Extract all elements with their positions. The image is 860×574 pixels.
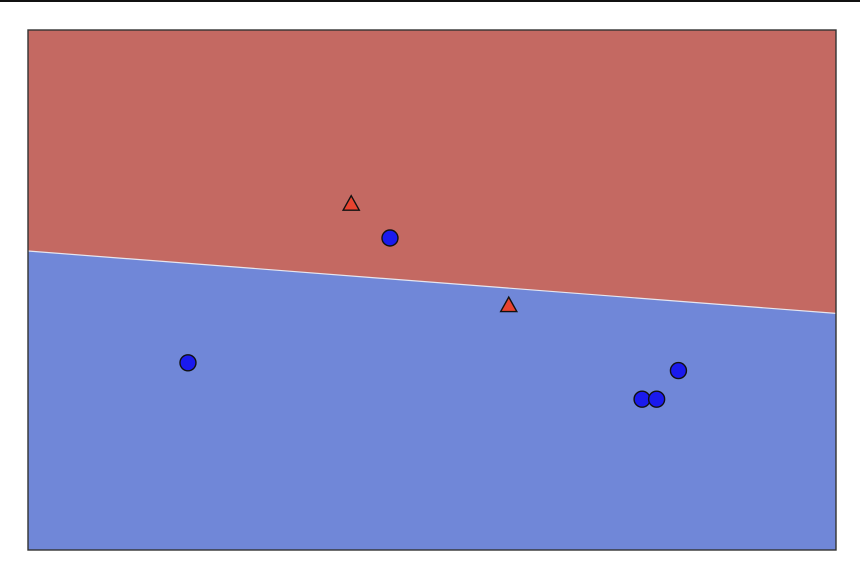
triangle-point [499,295,519,313]
triangle-point [341,194,361,211]
circle-point [669,361,688,380]
region-triangle-class [28,30,836,314]
decision-boundary-line [28,250,836,314]
circle-point [381,229,399,247]
top-border [0,0,860,2]
circle-point [647,390,666,408]
regions-layer [28,30,836,550]
points-layer [179,194,688,408]
circle-point [633,390,651,408]
region-circle-class [28,251,836,550]
circle-point [179,354,197,372]
plot-frame [27,29,837,551]
